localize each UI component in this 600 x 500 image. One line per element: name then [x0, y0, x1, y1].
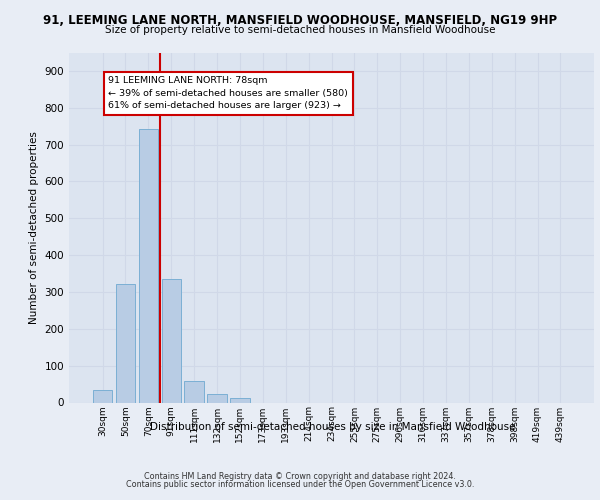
- Text: Distribution of semi-detached houses by size in Mansfield Woodhouse: Distribution of semi-detached houses by …: [150, 422, 516, 432]
- Bar: [139, 129, 158, 402]
- Bar: [230, 398, 250, 402]
- Bar: [93, 390, 112, 402]
- Text: 91, LEEMING LANE NORTH, MANSFIELD WOODHOUSE, MANSFIELD, NG19 9HP: 91, LEEMING LANE NORTH, MANSFIELD WOODHO…: [43, 14, 557, 27]
- Bar: [208, 394, 227, 402]
- Bar: [116, 284, 135, 403]
- Text: Contains public sector information licensed under the Open Government Licence v3: Contains public sector information licen…: [126, 480, 474, 489]
- Bar: [184, 381, 204, 402]
- Text: Size of property relative to semi-detached houses in Mansfield Woodhouse: Size of property relative to semi-detach…: [105, 25, 495, 35]
- Bar: [161, 279, 181, 402]
- Text: Contains HM Land Registry data © Crown copyright and database right 2024.: Contains HM Land Registry data © Crown c…: [144, 472, 456, 481]
- Text: 91 LEEMING LANE NORTH: 78sqm
← 39% of semi-detached houses are smaller (580)
61%: 91 LEEMING LANE NORTH: 78sqm ← 39% of se…: [109, 76, 348, 110]
- Y-axis label: Number of semi-detached properties: Number of semi-detached properties: [29, 131, 39, 324]
